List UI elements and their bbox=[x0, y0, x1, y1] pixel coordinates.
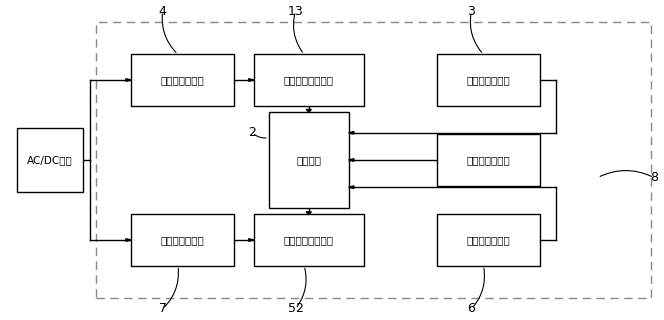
Polygon shape bbox=[126, 239, 131, 241]
Bar bbox=[437, 214, 539, 266]
Text: 控制中心: 控制中心 bbox=[296, 155, 321, 165]
Text: 52: 52 bbox=[288, 302, 303, 315]
Text: 第三温度传感器: 第三温度传感器 bbox=[466, 155, 510, 165]
Bar bbox=[269, 112, 349, 208]
Text: 第一温度保护器: 第一温度保护器 bbox=[161, 75, 205, 85]
Bar bbox=[254, 214, 364, 266]
Bar bbox=[131, 54, 234, 106]
Text: 第一恒温调节模块: 第一恒温调节模块 bbox=[284, 75, 334, 85]
Text: 2: 2 bbox=[248, 126, 256, 139]
Bar bbox=[131, 214, 234, 266]
Text: AC/DC电源: AC/DC电源 bbox=[27, 155, 72, 165]
Text: 7: 7 bbox=[159, 302, 167, 315]
Polygon shape bbox=[126, 79, 131, 81]
Bar bbox=[96, 22, 651, 298]
Bar bbox=[437, 54, 539, 106]
Text: 3: 3 bbox=[467, 5, 475, 18]
Polygon shape bbox=[249, 239, 254, 241]
Polygon shape bbox=[306, 212, 311, 214]
Text: 第二恒温调节模块: 第二恒温调节模块 bbox=[284, 235, 334, 245]
Text: 第二温度保护器: 第二温度保护器 bbox=[161, 235, 205, 245]
Text: 8: 8 bbox=[650, 171, 658, 184]
Text: 4: 4 bbox=[159, 5, 167, 18]
Bar bbox=[437, 134, 539, 186]
Polygon shape bbox=[249, 79, 254, 81]
Polygon shape bbox=[349, 159, 354, 161]
Polygon shape bbox=[349, 132, 354, 134]
Polygon shape bbox=[349, 186, 354, 188]
Text: 第二温度传感器: 第二温度传感器 bbox=[466, 235, 510, 245]
Text: 13: 13 bbox=[288, 5, 303, 18]
Bar bbox=[17, 128, 83, 192]
Text: 6: 6 bbox=[467, 302, 475, 315]
Text: 第一温度传感器: 第一温度传感器 bbox=[466, 75, 510, 85]
Bar bbox=[254, 54, 364, 106]
Polygon shape bbox=[306, 109, 311, 112]
